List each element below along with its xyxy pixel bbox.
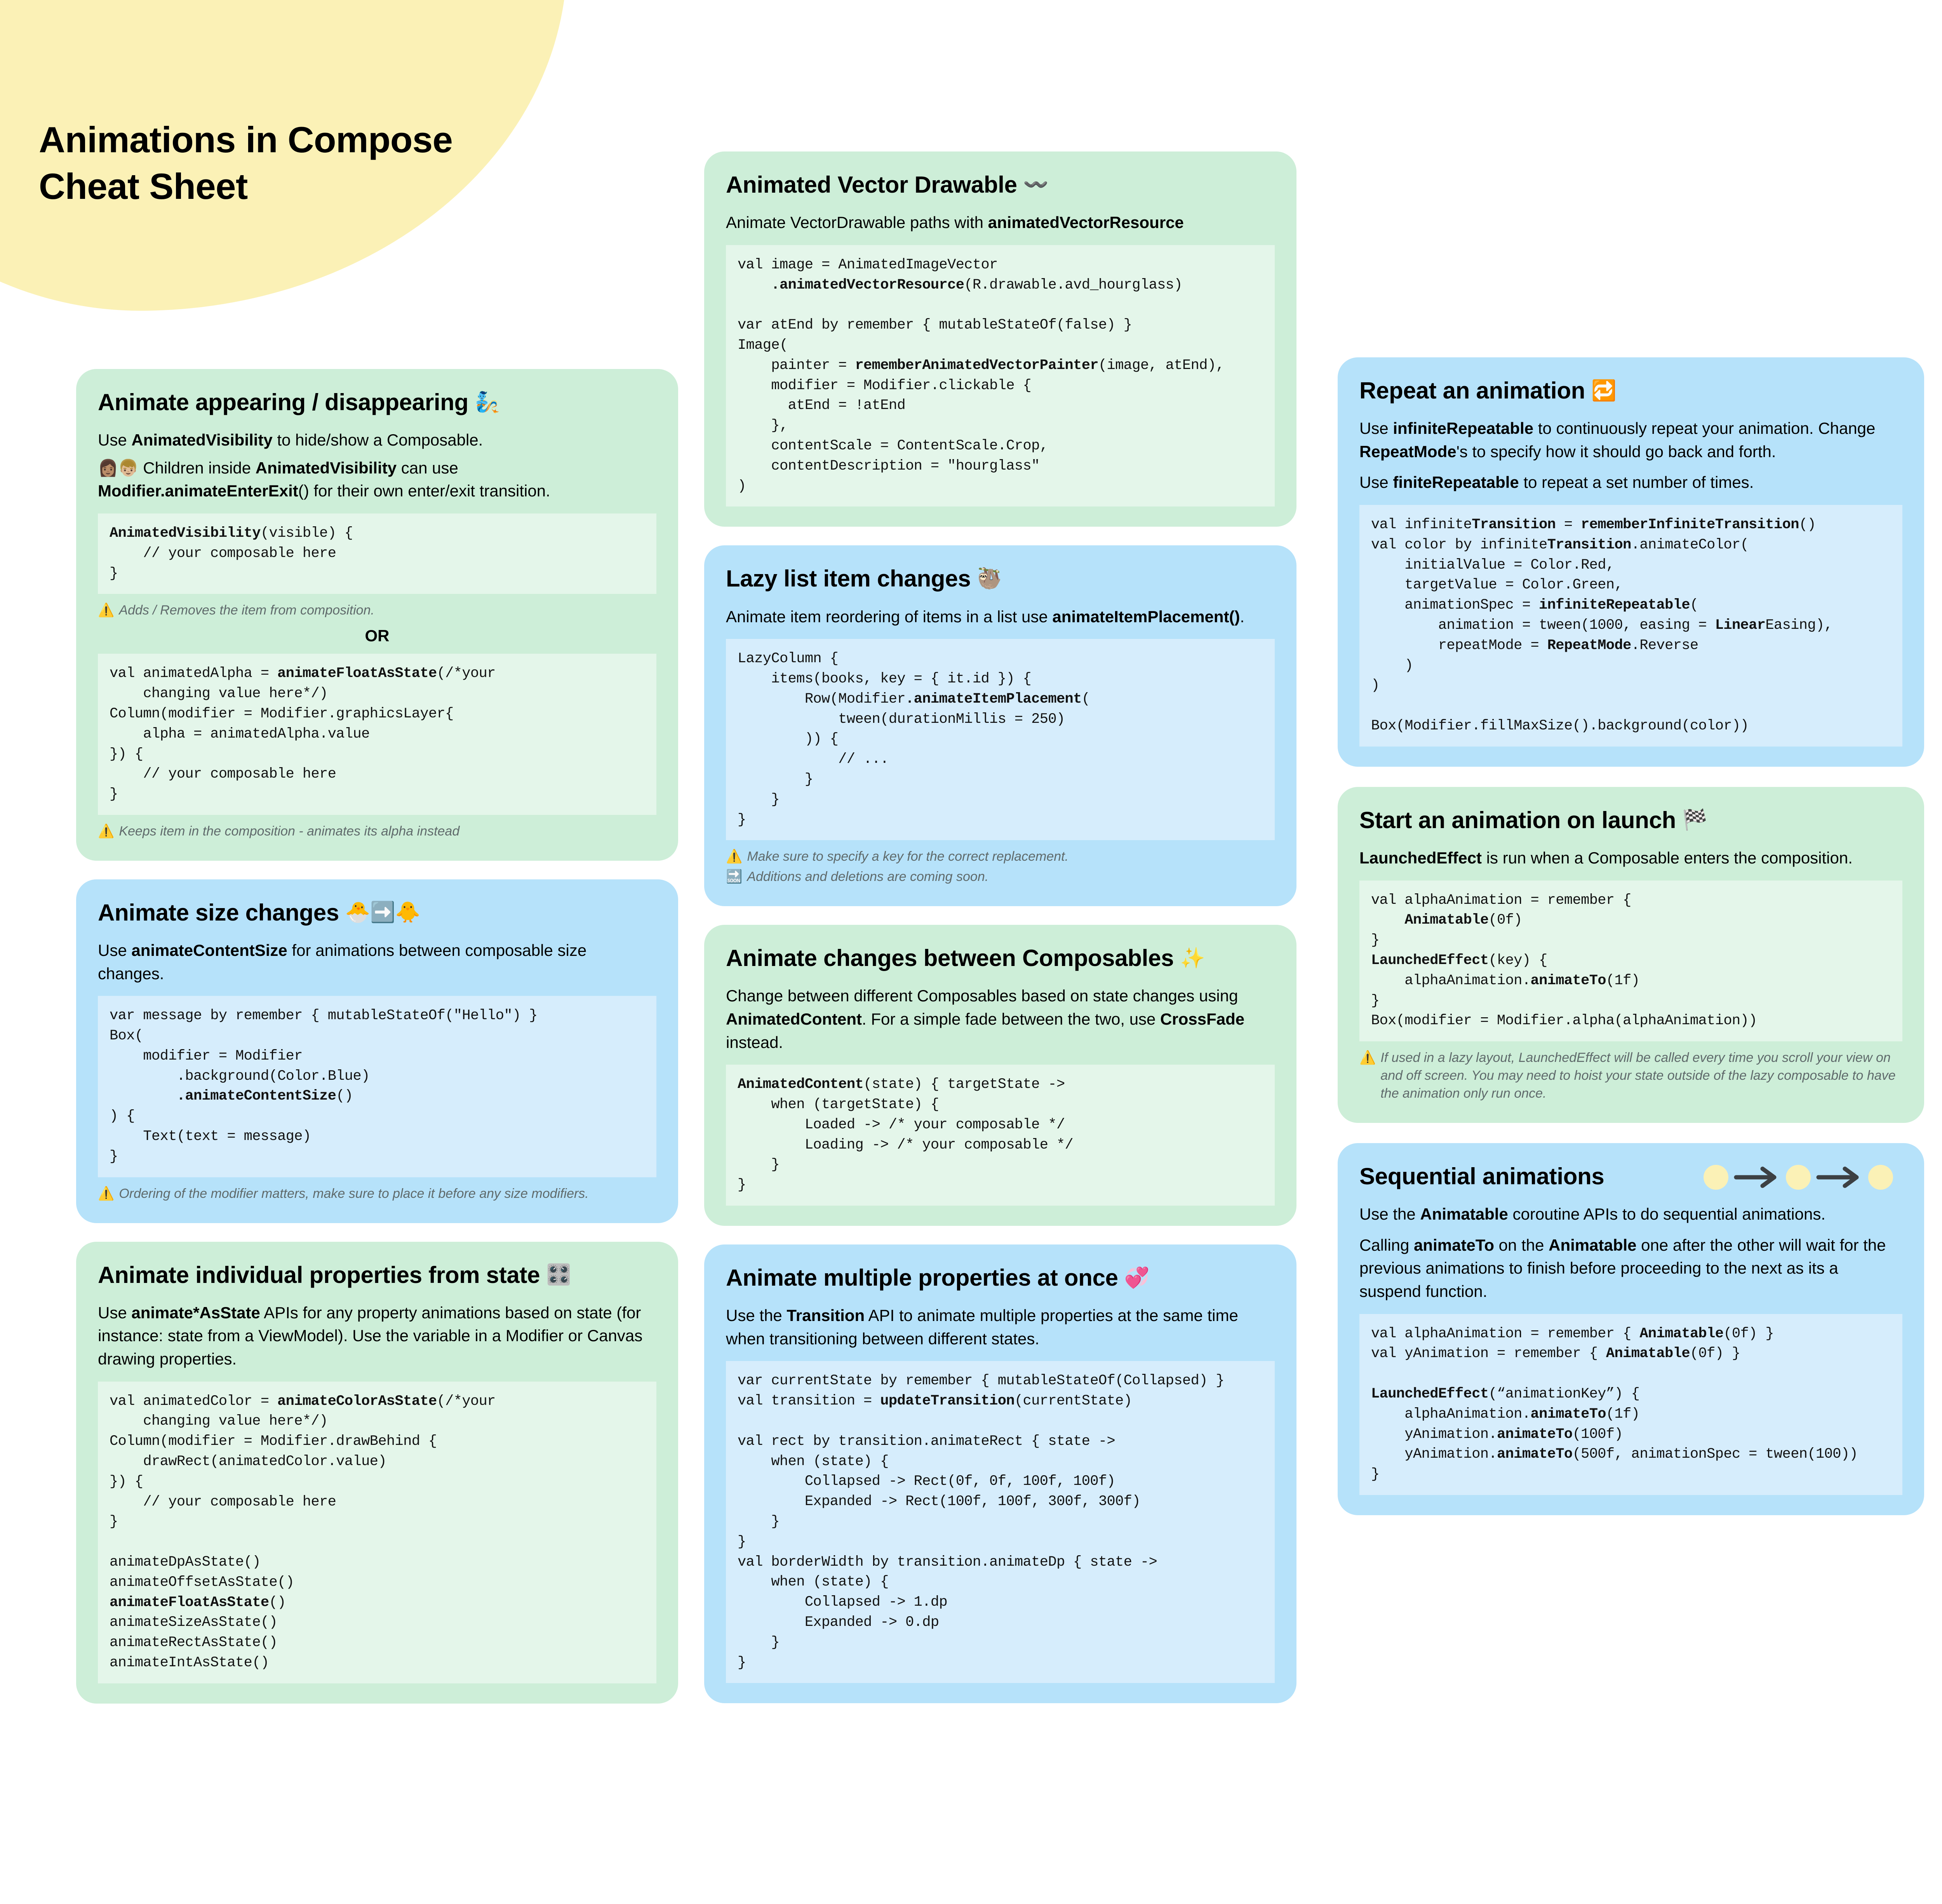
code-block-animate-content-size: var message by remember { mutableStateOf… xyxy=(98,996,656,1177)
card-title: Animate appearing / disappearing 🧞 xyxy=(98,389,656,415)
repeat-icon: 🔁 xyxy=(1591,379,1617,402)
dot-icon xyxy=(1786,1164,1811,1190)
card-title: Sequential animations xyxy=(1359,1163,1902,1189)
code-block-launched-effect: val alphaAnimation = remember { Animatab… xyxy=(1359,880,1902,1042)
card-title-text: Animate size changes xyxy=(98,899,339,926)
note-keeps-item: ⚠️ Keeps item in the composition - anima… xyxy=(98,823,656,841)
code-block-infinite-repeatable: val infiniteTransition = rememberInfinit… xyxy=(1359,505,1902,747)
note-text: Make sure to specify a key for the corre… xyxy=(747,849,1069,864)
card-title-text: Animated Vector Drawable xyxy=(726,172,1017,198)
card-description: Use animate*AsState APIs for any propert… xyxy=(98,1303,643,1368)
column-one: Animate appearing / disappearing 🧞 Use A… xyxy=(76,369,678,1704)
card-animate-multiple-properties: Animate multiple properties at once 💞 Us… xyxy=(704,1244,1296,1704)
arrow-right-icon xyxy=(1816,1166,1859,1188)
card-description-1: Use the Animatable coroutine APIs to do … xyxy=(1359,1205,1825,1224)
card-title: Animate changes between Composables ✨ xyxy=(726,945,1275,971)
card-title-text: Animate individual properties from state xyxy=(98,1262,540,1288)
desc-post: to hide/show a Composable. xyxy=(272,431,483,449)
card-description-line2: 👩🏽👦🏼 Children inside AnimatedVisibility … xyxy=(98,458,550,500)
control-knobs-icon: 🎛️ xyxy=(546,1264,571,1286)
dot-icon xyxy=(1704,1164,1728,1190)
code-block-animated-vector-resource: val image = AnimatedImageVector .animate… xyxy=(726,245,1275,507)
warning-icon: ⚠️ xyxy=(98,603,115,618)
note-specify-key: ⚠️ Make sure to specify a key for the co… xyxy=(726,848,1275,866)
genie-icon: 🧞 xyxy=(474,391,500,414)
card-title-text: Animate multiple properties at once xyxy=(726,1264,1118,1291)
dot-icon xyxy=(1868,1164,1893,1190)
note-text: Ordering of the modifier matters, make s… xyxy=(119,1186,589,1201)
card-title: Lazy list item changes 🦥 xyxy=(726,566,1275,592)
card-animate-changes-between-composables: Animate changes between Composables ✨ Ch… xyxy=(704,925,1296,1226)
warning-icon: ⚠️ xyxy=(1359,1050,1376,1065)
column-three: Repeat an animation 🔁 Use infiniteRepeat… xyxy=(1338,357,1924,1515)
card-title-text: Animate appearing / disappearing xyxy=(98,389,468,415)
card-title: Animate individual properties from state… xyxy=(98,1262,656,1288)
or-separator: OR xyxy=(365,627,390,645)
card-repeat-an-animation: Repeat an animation 🔁 Use infiniteRepeat… xyxy=(1338,357,1924,767)
revolving-hearts-icon: 💞 xyxy=(1124,1266,1150,1289)
code-block-animate-float-as-state: val animatedAlpha = animateFloatAsState(… xyxy=(98,654,656,815)
column-two: Animated Vector Drawable 〰️ Animate Vect… xyxy=(704,151,1296,1704)
card-animate-size-changes: Animate size changes 🐣➡️🐥 Use animateCon… xyxy=(76,879,678,1223)
card-title-text: Start an animation on launch xyxy=(1359,807,1676,833)
code-block-update-transition: var currentState by remember { mutableSt… xyxy=(726,1361,1275,1683)
soon-arrow-icon: 🔜 xyxy=(726,869,743,884)
sloth-icon: 🦥 xyxy=(977,567,1002,590)
card-title: Start an animation on launch 🏁 xyxy=(1359,807,1902,833)
card-start-animation-on-launch: Start an animation on launch 🏁 LaunchedE… xyxy=(1338,787,1924,1123)
cheatsheet-page: Animations in Compose Cheat Sheet Animat… xyxy=(39,119,1924,1704)
card-title: Animated Vector Drawable 〰️ xyxy=(726,172,1275,198)
desc-bold: AnimatedVisibility xyxy=(131,431,273,449)
sparkles-icon: ✨ xyxy=(1180,947,1205,969)
card-description: Use animateContentSize for animations be… xyxy=(98,941,587,983)
hatching-chick-icon: 🐣➡️🐥 xyxy=(345,901,421,924)
card-title-text: Repeat an animation xyxy=(1359,378,1585,404)
note-modifier-ordering: ⚠️ Ordering of the modifier matters, mak… xyxy=(98,1185,656,1203)
note-coming-soon: 🔜 Additions and deletions are coming soo… xyxy=(726,868,1275,886)
warning-icon: ⚠️ xyxy=(98,1186,115,1201)
card-description: Change between different Composables bas… xyxy=(726,987,1245,1051)
card-description: Animate VectorDrawable paths with animat… xyxy=(726,213,1184,232)
code-block-animated-content: AnimatedContent(state) { targetState -> … xyxy=(726,1065,1275,1206)
code-block-animate-as-state: val animatedColor = animateColorAsState(… xyxy=(98,1381,656,1683)
note-text: If used in a lazy layout, LaunchedEffect… xyxy=(1380,1050,1896,1101)
card-description-2: Calling animateTo on the Animatable one … xyxy=(1359,1236,1886,1300)
card-title-text: Sequential animations xyxy=(1359,1163,1604,1189)
note-lazy-layout: ⚠️ If used in a lazy layout, LaunchedEff… xyxy=(1359,1049,1902,1103)
card-description-2: Use finiteRepeatable to repeat a set num… xyxy=(1359,473,1754,492)
note-text: Keeps item in the composition - animates… xyxy=(119,823,460,839)
card-title: Animate multiple properties at once 💞 xyxy=(726,1265,1275,1291)
code-block-sequential-animatable: val alphaAnimation = remember { Animatab… xyxy=(1359,1314,1902,1495)
card-description: Use the Transition API to animate multip… xyxy=(726,1306,1238,1348)
note-adds-removes: ⚠️ Adds / Removes the item from composit… xyxy=(98,602,656,620)
card-animate-individual-properties: Animate individual properties from state… xyxy=(76,1241,678,1704)
card-title-text: Lazy list item changes xyxy=(726,566,971,592)
card-description: LaunchedEffect is run when a Composable … xyxy=(1359,849,1853,867)
sequential-animation-illustration xyxy=(1704,1164,1893,1190)
card-sequential-animations: Sequential animations Use the Animatable… xyxy=(1338,1143,1924,1515)
wavy-dash-icon: 〰️ xyxy=(1023,173,1049,196)
checkered-flag-icon: 🏁 xyxy=(1682,809,1707,832)
card-title: Repeat an animation 🔁 xyxy=(1359,378,1902,404)
note-text: Adds / Removes the item from composition… xyxy=(119,603,374,618)
code-block-animated-visibility: AnimatedVisibility(visible) { // your co… xyxy=(98,513,656,594)
card-description-line1: Use AnimatedVisibility to hide/show a Co… xyxy=(98,428,656,452)
card-description-1: Use infiniteRepeatable to continuously r… xyxy=(1359,419,1876,461)
card-title: Animate size changes 🐣➡️🐥 xyxy=(98,900,656,926)
page-title: Animations in Compose Cheat Sheet xyxy=(39,119,453,207)
card-lazy-list-item-changes: Lazy list item changes 🦥 Animate item re… xyxy=(704,545,1296,907)
card-description: Animate item reordering of items in a li… xyxy=(726,607,1245,626)
card-animate-appearing-disappearing: Animate appearing / disappearing 🧞 Use A… xyxy=(76,369,678,861)
warning-icon: ⚠️ xyxy=(98,823,115,839)
warning-icon: ⚠️ xyxy=(726,849,743,864)
card-title-text: Animate changes between Composables xyxy=(726,945,1174,971)
note-text: Additions and deletions are coming soon. xyxy=(747,869,989,884)
desc-pre: Use xyxy=(98,431,132,449)
card-animated-vector-drawable: Animated Vector Drawable 〰️ Animate Vect… xyxy=(704,151,1296,527)
arrow-right-icon xyxy=(1734,1166,1777,1188)
code-block-animate-item-placement: LazyColumn { items(books, key = { it.id … xyxy=(726,639,1275,841)
